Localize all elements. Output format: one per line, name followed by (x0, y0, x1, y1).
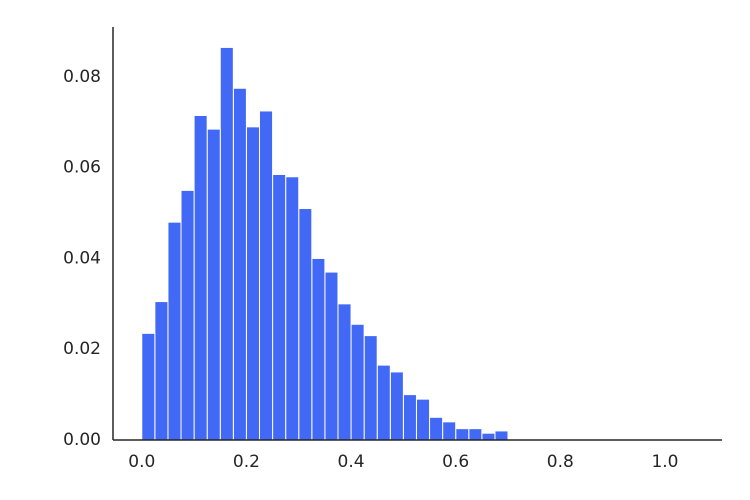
x-tick-label: 1.0 (651, 452, 678, 472)
bar (193, 115, 208, 441)
bar (141, 332, 156, 441)
bar (494, 430, 509, 441)
y-tick-label: 0.06 (63, 158, 101, 178)
bar (154, 301, 169, 441)
bar (311, 257, 326, 441)
bar (258, 110, 274, 441)
bar (232, 87, 247, 441)
bar (363, 335, 378, 441)
bar (402, 394, 417, 441)
bar (285, 176, 300, 441)
bar (481, 432, 496, 441)
x-tick-label: 0.2 (233, 452, 260, 472)
bar (376, 364, 391, 441)
y-tick-label: 0.04 (63, 248, 101, 268)
y-tick-label: 0.02 (63, 339, 101, 359)
bar (324, 271, 339, 441)
bar (415, 398, 431, 441)
bar (389, 371, 404, 441)
bar (167, 221, 182, 441)
bar (219, 46, 234, 441)
y-tick-label: 0.00 (63, 430, 101, 450)
bar (429, 416, 444, 441)
bar (455, 428, 470, 441)
bar (298, 208, 313, 441)
bar (442, 421, 457, 441)
x-tick-label: 0.8 (547, 452, 574, 472)
bar (206, 128, 221, 441)
bar (272, 174, 287, 441)
bar (468, 428, 483, 441)
bar (180, 189, 195, 441)
x-tick-label: 0.0 (128, 452, 155, 472)
y-tick-label: 0.08 (63, 67, 101, 87)
x-tick-label: 0.4 (338, 452, 365, 472)
bar (245, 126, 260, 441)
bar (337, 303, 352, 441)
bar (350, 323, 365, 441)
x-tick-label: 0.6 (442, 452, 469, 472)
